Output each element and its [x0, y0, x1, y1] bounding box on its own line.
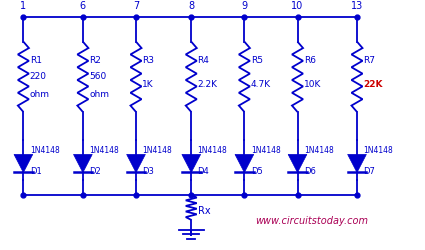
- Text: Rx: Rx: [198, 205, 210, 215]
- Polygon shape: [348, 155, 366, 173]
- Text: R3: R3: [142, 56, 154, 64]
- Text: 2.2K: 2.2K: [198, 79, 218, 88]
- Polygon shape: [182, 155, 201, 173]
- Text: R2: R2: [89, 56, 101, 64]
- Text: 6: 6: [80, 1, 86, 11]
- Text: D3: D3: [142, 167, 154, 176]
- Text: 1N4148: 1N4148: [89, 146, 119, 154]
- Text: 1N4148: 1N4148: [304, 146, 334, 154]
- Text: R7: R7: [363, 56, 375, 64]
- Text: D5: D5: [251, 167, 263, 176]
- Text: 8: 8: [188, 1, 194, 11]
- Text: 1N4148: 1N4148: [142, 146, 172, 154]
- Polygon shape: [235, 155, 254, 173]
- Text: D4: D4: [198, 167, 210, 176]
- Text: D1: D1: [30, 167, 42, 176]
- Text: 13: 13: [351, 1, 363, 11]
- Text: 1K: 1K: [142, 79, 154, 88]
- Text: ohm: ohm: [89, 89, 109, 98]
- Polygon shape: [127, 155, 145, 173]
- Text: R1: R1: [30, 56, 42, 64]
- Text: R4: R4: [198, 56, 210, 64]
- Polygon shape: [14, 155, 33, 173]
- Text: www.circuitstoday.com: www.circuitstoday.com: [255, 215, 368, 225]
- Text: D2: D2: [89, 167, 101, 176]
- Polygon shape: [288, 155, 307, 173]
- Text: 1N4148: 1N4148: [251, 146, 280, 154]
- Text: 220: 220: [30, 72, 47, 81]
- Text: 7: 7: [133, 1, 139, 11]
- Text: 10: 10: [292, 1, 303, 11]
- Text: D6: D6: [304, 167, 316, 176]
- Polygon shape: [74, 155, 92, 173]
- Text: 1N4148: 1N4148: [363, 146, 393, 154]
- Text: 22K: 22K: [363, 79, 383, 88]
- Text: R6: R6: [304, 56, 316, 64]
- Text: R5: R5: [251, 56, 263, 64]
- Text: 1: 1: [20, 1, 26, 11]
- Text: 10K: 10K: [304, 79, 321, 88]
- Text: 9: 9: [241, 1, 247, 11]
- Text: 1N4148: 1N4148: [30, 146, 60, 154]
- Text: 4.7K: 4.7K: [251, 79, 271, 88]
- Text: D7: D7: [363, 167, 375, 176]
- Text: ohm: ohm: [30, 89, 50, 98]
- Text: 560: 560: [89, 72, 107, 81]
- Text: 1N4148: 1N4148: [198, 146, 227, 154]
